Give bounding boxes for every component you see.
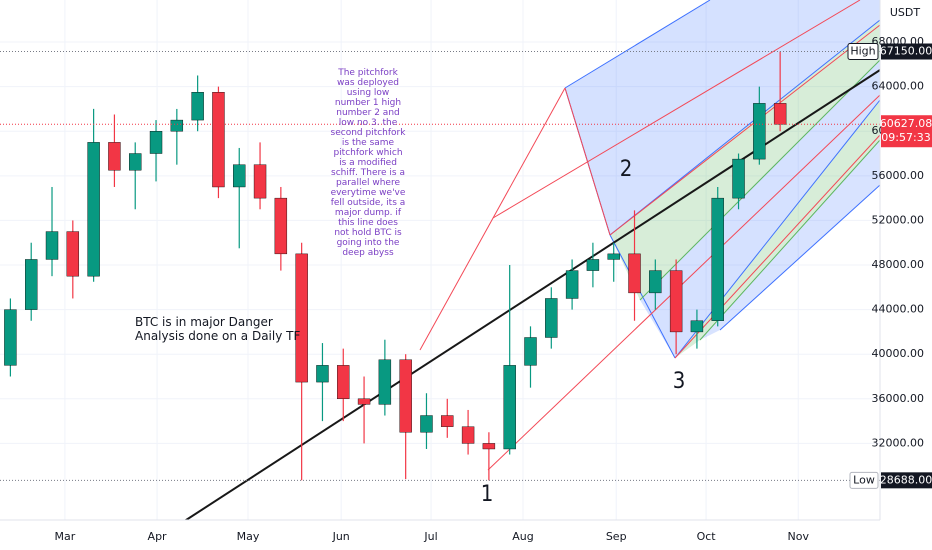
high-tag-box	[847, 43, 879, 61]
candle-body	[690, 320, 704, 333]
candle-body	[461, 426, 475, 444]
candle-body	[753, 103, 766, 160]
candle-body	[399, 359, 412, 433]
candle-body	[378, 359, 392, 405]
candle-body	[316, 365, 329, 383]
candle-body	[108, 142, 121, 171]
point-label: 1	[481, 482, 494, 507]
point-label: 2	[620, 157, 633, 182]
y-tick-label: 64000.00	[872, 80, 925, 93]
candle-body	[357, 398, 371, 405]
candle-body	[233, 164, 246, 188]
x-tick-label: May	[237, 530, 260, 543]
candle-body	[586, 259, 600, 271]
candle-body	[66, 231, 80, 277]
candle-body	[628, 253, 641, 294]
candle-body	[565, 270, 579, 299]
y-tick-label: 36000.00	[872, 392, 925, 405]
candle-body	[607, 253, 620, 260]
pitchfork-note-text: The pitchfork was deployed using low num…	[330, 68, 406, 258]
candle-body	[212, 92, 225, 188]
last-price-box	[881, 115, 932, 148]
countdown: 09:57:33	[881, 131, 930, 144]
price-axis	[880, 0, 932, 550]
candle-body	[129, 153, 142, 171]
point-label: 3	[673, 369, 686, 394]
candle-body	[295, 253, 308, 383]
candle-body	[253, 164, 267, 199]
candle-body	[732, 158, 745, 199]
low-value-box	[881, 472, 932, 489]
candle-body	[649, 270, 662, 294]
x-tick-label: Sep	[606, 530, 627, 543]
candle-body	[669, 270, 683, 333]
x-tick-label: Oct	[697, 530, 717, 543]
candle-body	[545, 298, 558, 338]
axes: 32000.00 36000.00 40000.00 44000.00 48000.00…	[55, 35, 932, 543]
x-tick-label: Nov	[788, 530, 810, 543]
last-price: 60627.08	[880, 117, 932, 130]
y-tick-label: 44000.00	[872, 303, 925, 316]
danger-note: BTC is in major Danger Analysis done on …	[135, 315, 301, 343]
high-value: 67150.00	[880, 45, 932, 58]
x-tick-label: Jun	[332, 530, 350, 543]
y-tick-label: 52000.00	[872, 213, 925, 226]
x-tick-label: Apr	[148, 530, 168, 543]
x-tick-label: Mar	[55, 530, 76, 543]
candle-body	[503, 365, 516, 450]
danger-note-text: BTC is in major Danger Analysis done on …	[135, 315, 301, 343]
x-tick-label: Aug	[512, 530, 533, 543]
currency: USDT	[890, 6, 921, 19]
overlay: The pitchfork was deployed using low num…	[0, 51, 880, 507]
low-tag-box	[849, 471, 879, 489]
candle-body	[170, 119, 184, 132]
low-value: 28688.00	[880, 473, 932, 486]
y-tick-label: 32000.00	[872, 436, 925, 449]
pitchfork-note: The pitchfork was deployed using low num…	[330, 68, 406, 258]
y-tick-label: 48000.00	[872, 258, 925, 271]
candle-body	[524, 337, 537, 366]
high-tag: High	[850, 45, 875, 58]
candle-body	[711, 197, 724, 321]
time-axis	[0, 520, 932, 550]
y-tick-label: 40000.00	[872, 347, 925, 360]
y-tick-label: 56000.00	[872, 169, 925, 182]
candles	[4, 51, 787, 481]
low-tag: Low	[853, 473, 875, 486]
candle-body	[191, 92, 204, 121]
candle-body	[45, 231, 59, 260]
candle-body	[25, 259, 38, 310]
grid	[0, 0, 880, 520]
candle-body	[149, 131, 163, 154]
candle-body	[420, 415, 433, 433]
candle-body	[773, 103, 787, 125]
candle-body	[337, 365, 350, 400]
candle-body	[4, 309, 17, 366]
candle-body	[441, 415, 454, 427]
candle-body	[274, 197, 288, 255]
x-tick-label: Jul	[423, 530, 437, 543]
high-value-box	[881, 43, 932, 60]
candle-body	[87, 142, 100, 277]
pitchfork-drawing	[182, 0, 881, 523]
candle-body	[482, 443, 496, 450]
